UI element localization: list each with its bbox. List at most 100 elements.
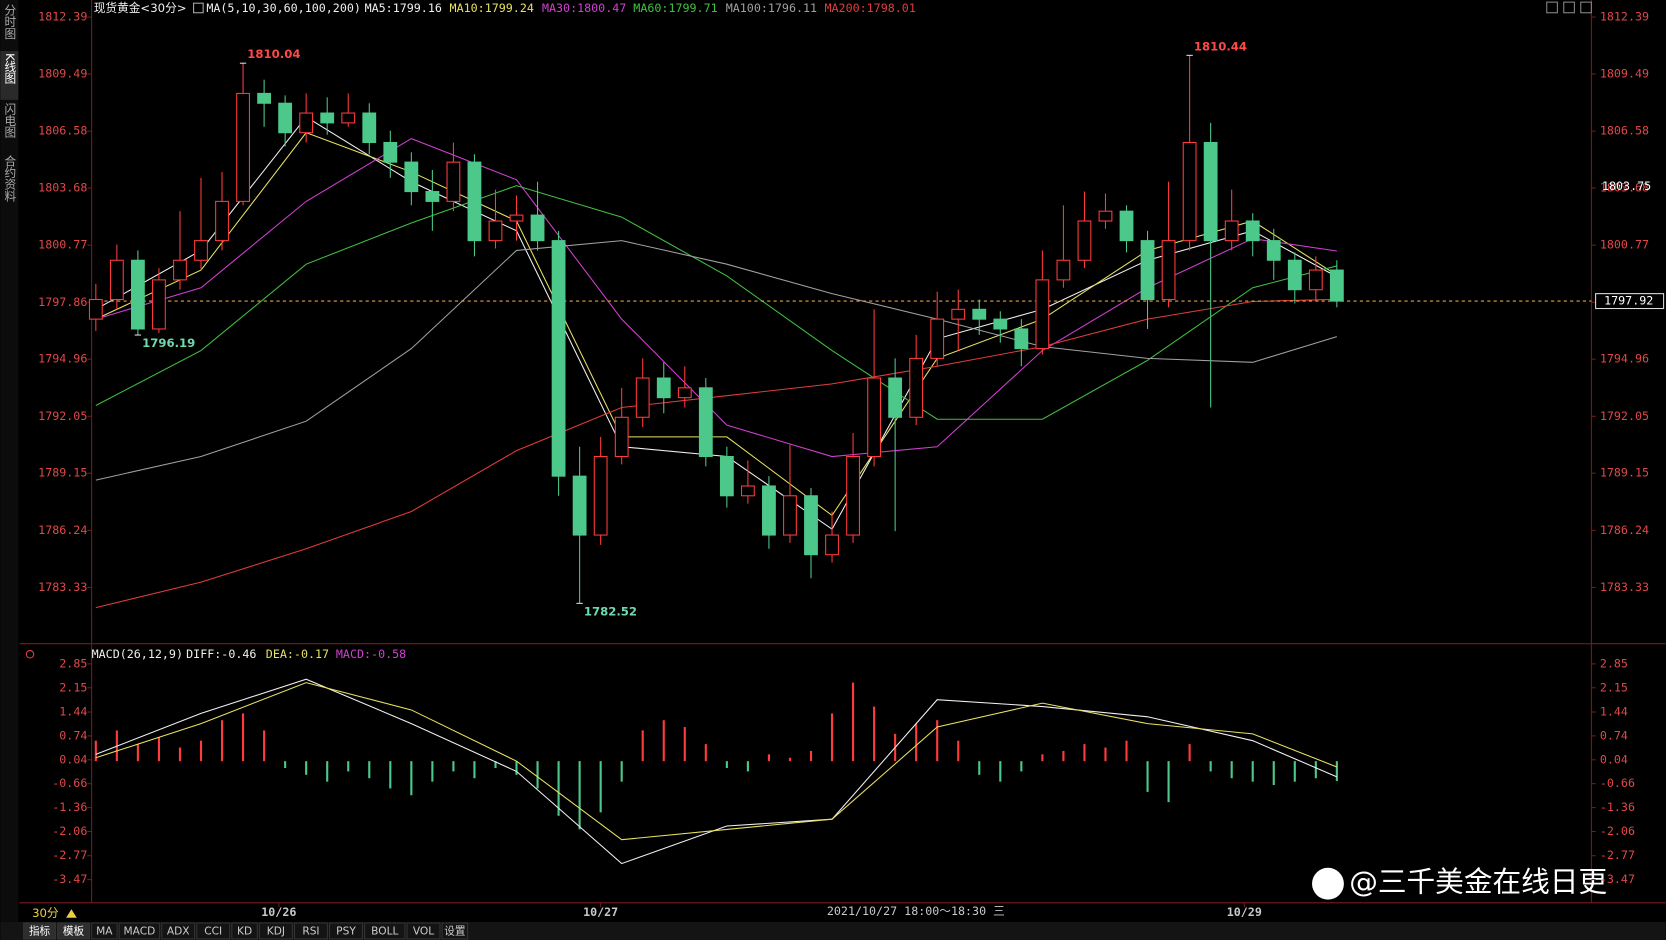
candle-body	[867, 377, 882, 458]
candle-body	[614, 416, 629, 458]
bottom-tab-label[interactable]: 指标	[29, 925, 51, 938]
bottom-tab-label[interactable]: RSI	[302, 925, 319, 938]
bottom-tab[interactable]	[231, 922, 258, 940]
indicator-icon	[193, 2, 204, 14]
candle-body	[130, 259, 145, 330]
candle-body	[1077, 220, 1092, 261]
candle-body	[320, 112, 335, 124]
bottom-tab[interactable]	[57, 922, 91, 940]
candle-body	[1140, 240, 1155, 301]
candle-body	[278, 102, 293, 134]
candle-body	[635, 377, 650, 418]
candle-body	[551, 240, 566, 477]
bottom-tab[interactable]	[23, 922, 57, 940]
sidebar-active	[0, 50, 19, 100]
candle-body	[930, 318, 945, 359]
bottom-tab-label[interactable]: MA	[96, 925, 113, 938]
watermark: @三千美金在线日更	[1349, 865, 1607, 899]
status-time: 2021/10/27 18:00～18:30 三	[827, 904, 1005, 918]
y-tick-label: 1800.77	[38, 238, 87, 252]
y-tick-label-right: 2.15	[1600, 680, 1628, 694]
candle-body	[341, 112, 356, 124]
window-button[interactable]	[1563, 1, 1575, 14]
candle-body	[1329, 269, 1344, 302]
y-tick-label: 1794.96	[38, 352, 87, 366]
candle-body	[1161, 240, 1176, 301]
x-tick-label: 10/27	[583, 905, 618, 919]
bottom-tab-label[interactable]: KD	[237, 925, 252, 938]
candle-body	[593, 456, 608, 536]
bottom-tab[interactable]	[293, 922, 328, 940]
y-tick-label-right: 1803.68	[1600, 181, 1649, 195]
bottom-tab[interactable]	[406, 922, 441, 940]
candle-body	[888, 377, 903, 418]
period-arrow[interactable]	[66, 909, 77, 918]
bottom-tab[interactable]	[196, 922, 231, 940]
y-tick-label: 1789.15	[38, 466, 87, 480]
window-button[interactable]	[1580, 1, 1592, 14]
candle-body	[1119, 210, 1134, 242]
y-tick-label-right: -3.47	[1600, 872, 1635, 886]
sidebar-tab[interactable]: 分时图	[3, 4, 17, 40]
sidebar-tab[interactable]: K线图	[3, 53, 17, 85]
bottom-tab-label[interactable]: BOLL	[371, 925, 398, 938]
pane-icon	[25, 650, 35, 659]
y-tick-label-right: -0.66	[1600, 776, 1635, 790]
period-label[interactable]: 30分	[32, 906, 59, 920]
last-price-label: 1797.92	[1604, 294, 1653, 308]
y-tick-label-right: -2.06	[1600, 824, 1635, 838]
candle-body	[194, 240, 208, 261]
watermark-logo	[1312, 867, 1344, 900]
y-tick-label-right: 1794.96	[1600, 352, 1649, 366]
bottom-tab[interactable]	[118, 922, 161, 940]
legend-entry: MA200:1798.01	[825, 1, 916, 15]
bottom-tab[interactable]	[364, 922, 406, 940]
candle-body	[909, 357, 924, 418]
y-tick-label: -2.06	[52, 824, 87, 838]
y-tick-label: -1.36	[52, 800, 87, 814]
legend-entry: MA5:1799.16	[365, 1, 442, 15]
candle-body	[993, 318, 1008, 330]
legend-entry: MA10:1799.24	[450, 1, 534, 15]
bottom-tab-label[interactable]: CCI	[204, 925, 222, 938]
chart-title: 现货黄金<30分>	[94, 1, 187, 15]
y-tick-label-right: 1783.33	[1600, 580, 1649, 594]
bottom-tab-label[interactable]: PSY	[336, 925, 356, 938]
crosshair-price-label: 1803.75	[1602, 179, 1651, 193]
bottom-tab-label[interactable]: VOL	[413, 925, 434, 938]
bottom-tab-label[interactable]: KDJ	[267, 925, 285, 938]
y-tick-label-right: 1806.58	[1600, 124, 1649, 138]
candle-body	[425, 191, 440, 202]
candle-body	[1098, 210, 1113, 222]
candle-body	[383, 141, 398, 163]
candle-body	[1035, 279, 1050, 350]
candle-body	[1203, 141, 1218, 242]
bottom-tab-label[interactable]: ADX	[167, 925, 190, 938]
y-tick-label-right: -2.77	[1600, 848, 1635, 862]
bottom-tab-label[interactable]: MACD	[124, 925, 156, 938]
candle-body	[1224, 220, 1239, 242]
bottom-tab-label[interactable]: 设置	[444, 925, 466, 938]
window-button[interactable]	[1546, 1, 1558, 14]
sidebar-tab[interactable]: 合约资料	[3, 154, 17, 202]
bottom-tab[interactable]	[161, 922, 196, 940]
bottom-tab-label[interactable]: 模板	[63, 925, 85, 938]
bottom-tab[interactable]	[258, 922, 293, 940]
y-tick-label: 0.74	[59, 728, 87, 742]
y-tick-label-right: 1812.39	[1600, 10, 1649, 24]
y-tick-label: 2.85	[59, 656, 87, 670]
last-price-box	[1595, 293, 1665, 310]
bottom-tab[interactable]	[441, 922, 469, 940]
y-tick-label: 1.44	[59, 705, 87, 719]
legend-entry: DEA:-0.17	[266, 647, 329, 661]
y-tick-label: 1803.68	[38, 181, 87, 195]
candle-body	[404, 161, 419, 193]
sidebar-tab[interactable]: 闪电图	[3, 102, 17, 138]
ma-line	[95, 185, 1337, 420]
bottom-tab[interactable]	[91, 922, 118, 940]
bottom-tab[interactable]	[329, 922, 363, 940]
y-tick-label-right: 1792.05	[1600, 409, 1649, 423]
x-tick-label: 10/29	[1227, 905, 1262, 919]
legend-entry: MA30:1800.47	[542, 1, 626, 15]
